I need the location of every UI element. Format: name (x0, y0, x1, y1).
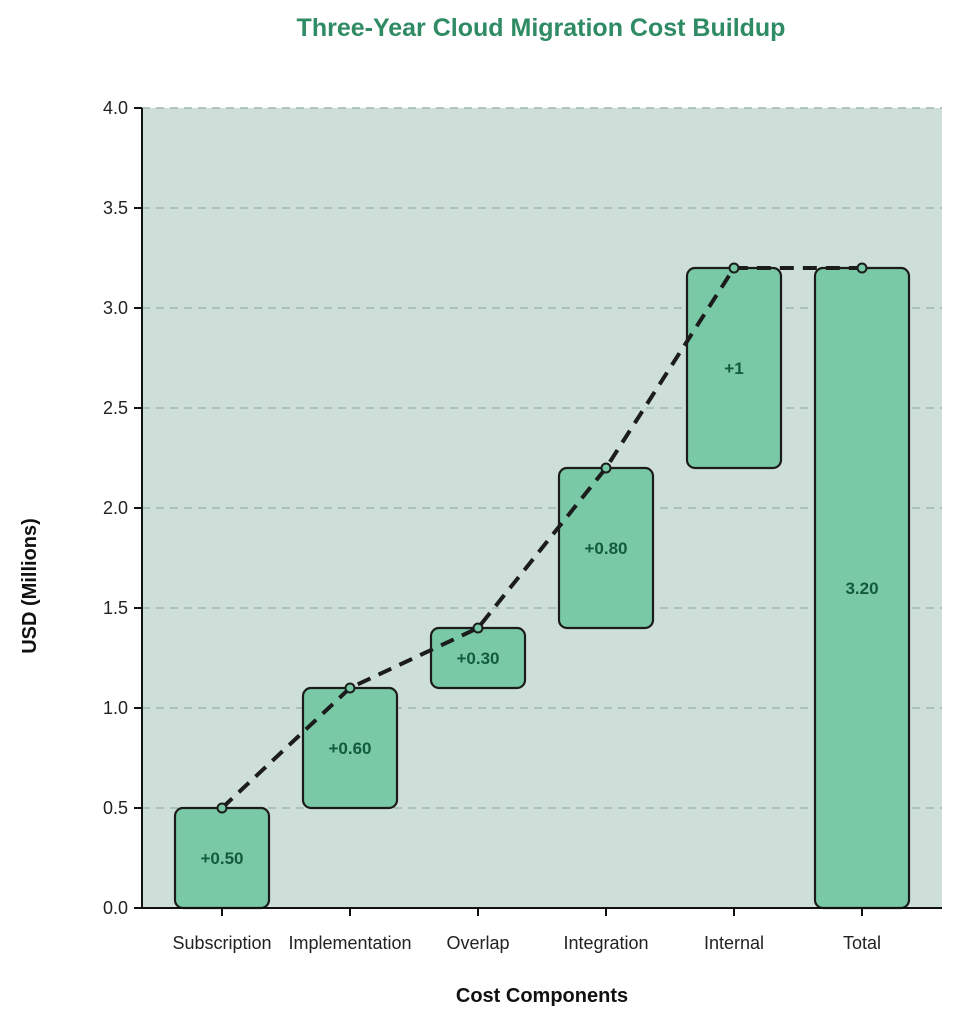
x-tick-label: Subscription (172, 933, 271, 953)
bar-value-label: +0.80 (584, 539, 627, 558)
connector-point (728, 262, 740, 274)
connector-point (216, 802, 228, 814)
y-tick-label: 0.5 (103, 798, 128, 818)
x-tick-label: Internal (704, 933, 764, 953)
connector-point (344, 682, 356, 694)
y-tick-label: 3.5 (103, 198, 128, 218)
axes: 0.0 0.5 1.0 1.5 2.0 2.5 3.0 3.5 4.0 Subscription I… (103, 98, 942, 953)
connector-point (856, 262, 868, 274)
y-tick-label: 4.0 (103, 98, 128, 118)
x-axis-title: Cost Components (456, 985, 628, 1007)
x-tick-label: Implementation (288, 933, 411, 953)
connector-point (600, 462, 612, 474)
bar-value-label: +0.60 (328, 739, 371, 758)
x-tick-label: Total (843, 933, 881, 953)
data-labels: +0.50 +0.60 +0.30 +0.80 +1 3.20 (200, 359, 878, 868)
y-axis-title: USD (Millions) (19, 518, 41, 654)
x-tick-label: Integration (563, 933, 648, 953)
cumulative-connector (216, 262, 868, 814)
y-tick-label: 1.0 (103, 698, 128, 718)
bar-value-label: +0.30 (456, 649, 499, 668)
y-tick-label: 2.0 (103, 498, 128, 518)
y-tick-label: 2.5 (103, 398, 128, 418)
bar-value-label: +1 (724, 359, 743, 378)
y-tick-label: 1.5 (103, 598, 128, 618)
connector-line (220, 266, 862, 810)
connector-point (472, 622, 484, 634)
y-tick-label: 3.0 (103, 298, 128, 318)
chart-title: Three-Year Cloud Migration Cost Buildup (297, 14, 786, 42)
y-tick-label: 0.0 (103, 898, 128, 918)
bar-value-label: 3.20 (845, 579, 878, 598)
gridlines (142, 107, 942, 809)
bar-value-label: +0.50 (200, 849, 243, 868)
x-tick-label: Overlap (446, 933, 509, 953)
